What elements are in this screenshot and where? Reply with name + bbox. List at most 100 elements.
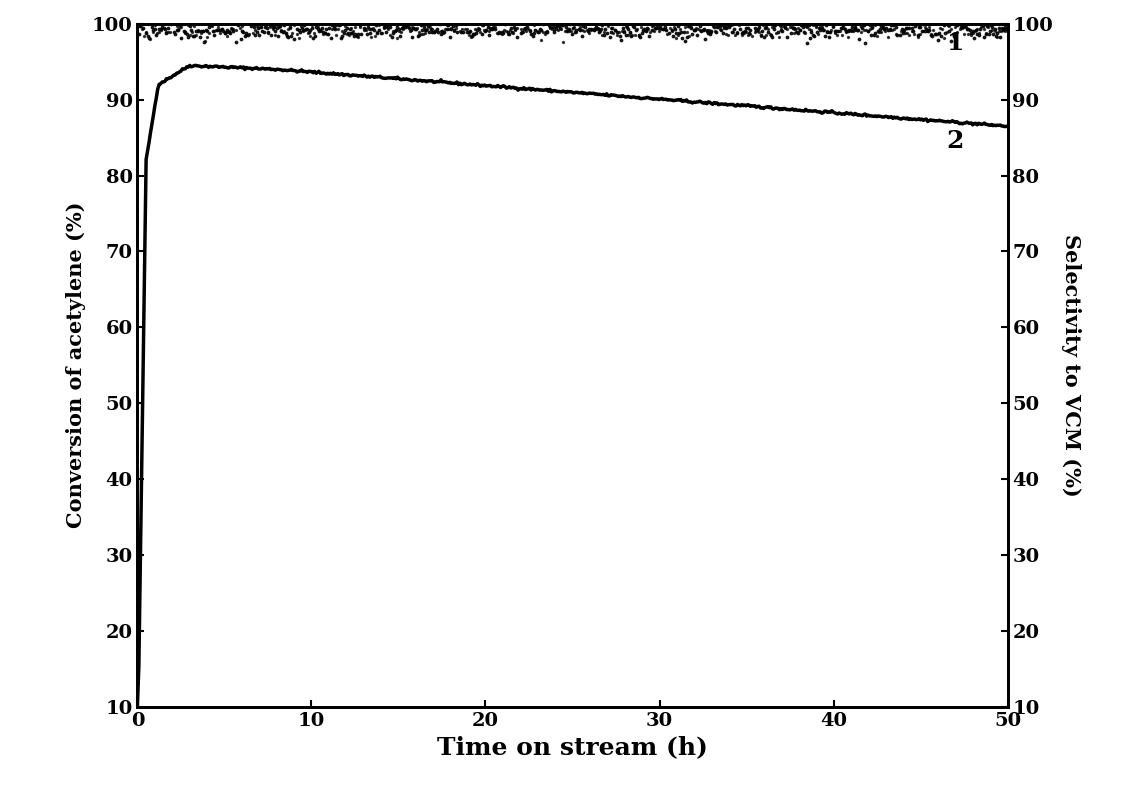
Point bbox=[468, 24, 487, 37]
Point bbox=[473, 18, 491, 31]
Point bbox=[929, 27, 947, 40]
Point bbox=[245, 21, 263, 33]
Point bbox=[433, 25, 451, 37]
Point bbox=[811, 21, 829, 34]
Point bbox=[275, 25, 293, 37]
Point bbox=[429, 17, 448, 30]
Point bbox=[497, 17, 515, 30]
Point bbox=[323, 19, 341, 32]
Point bbox=[950, 22, 969, 35]
Point bbox=[974, 22, 993, 35]
Point bbox=[455, 17, 473, 29]
Point bbox=[782, 21, 800, 33]
Point bbox=[845, 23, 863, 36]
Point bbox=[339, 27, 357, 40]
Point bbox=[155, 21, 173, 34]
Point bbox=[300, 29, 318, 42]
Point bbox=[890, 17, 908, 29]
Point bbox=[222, 21, 240, 34]
Point bbox=[210, 24, 228, 37]
Point bbox=[149, 13, 167, 25]
Point bbox=[757, 21, 775, 33]
Point bbox=[613, 33, 631, 46]
Point bbox=[284, 16, 302, 29]
Point bbox=[838, 25, 856, 37]
Point bbox=[423, 22, 441, 35]
Point bbox=[485, 22, 504, 35]
Point bbox=[248, 20, 267, 33]
Point bbox=[177, 28, 196, 40]
Point bbox=[972, 21, 990, 33]
Point bbox=[960, 27, 978, 40]
Point bbox=[832, 29, 851, 41]
Point bbox=[574, 24, 592, 37]
Point bbox=[173, 17, 191, 29]
Point bbox=[593, 29, 611, 41]
Point bbox=[668, 27, 686, 40]
Point bbox=[689, 23, 708, 36]
Point bbox=[935, 32, 954, 44]
Point bbox=[973, 19, 992, 32]
Point bbox=[316, 26, 334, 39]
Point bbox=[352, 28, 370, 40]
Point bbox=[240, 16, 259, 29]
Point bbox=[911, 28, 930, 40]
Point bbox=[661, 22, 679, 35]
Point bbox=[239, 28, 258, 40]
Point bbox=[848, 23, 867, 36]
Point bbox=[453, 25, 472, 38]
Point bbox=[706, 26, 725, 39]
Point bbox=[804, 19, 822, 32]
Point bbox=[663, 25, 681, 37]
Point bbox=[412, 27, 431, 40]
Point bbox=[278, 30, 297, 43]
Point bbox=[830, 14, 848, 27]
Point bbox=[141, 33, 159, 45]
Point bbox=[384, 27, 402, 40]
Point bbox=[652, 22, 670, 35]
Point bbox=[464, 28, 482, 40]
Point bbox=[300, 25, 318, 38]
Point bbox=[827, 27, 845, 40]
Point bbox=[133, 17, 151, 30]
Point bbox=[686, 24, 704, 37]
Point bbox=[716, 21, 734, 33]
Point bbox=[916, 21, 934, 33]
Point bbox=[774, 17, 792, 29]
Point bbox=[634, 24, 653, 37]
Point bbox=[890, 16, 908, 29]
Point bbox=[307, 20, 325, 33]
Point bbox=[471, 25, 489, 38]
Point bbox=[538, 25, 556, 38]
Point bbox=[553, 36, 571, 48]
Point bbox=[577, 24, 595, 37]
Point bbox=[437, 23, 456, 36]
Point bbox=[690, 20, 709, 33]
Point bbox=[333, 25, 352, 37]
Point bbox=[256, 21, 275, 33]
Point bbox=[763, 30, 781, 43]
Point bbox=[898, 22, 916, 35]
Point bbox=[211, 24, 229, 37]
Point bbox=[567, 26, 585, 39]
Point bbox=[923, 30, 941, 43]
Point bbox=[468, 21, 487, 34]
Point bbox=[822, 24, 840, 37]
Point bbox=[329, 23, 347, 36]
Point bbox=[932, 29, 950, 42]
Point bbox=[502, 21, 520, 34]
Point bbox=[703, 15, 721, 28]
Point bbox=[791, 24, 810, 37]
Point bbox=[842, 25, 860, 37]
Point bbox=[907, 16, 925, 29]
Point bbox=[137, 27, 156, 40]
Point bbox=[816, 19, 835, 32]
Point bbox=[246, 24, 264, 37]
Point bbox=[181, 29, 199, 41]
Point bbox=[207, 12, 226, 25]
Point bbox=[946, 31, 964, 44]
Point bbox=[866, 18, 884, 31]
Point bbox=[861, 23, 879, 36]
Point bbox=[150, 26, 168, 39]
Point bbox=[900, 28, 918, 40]
